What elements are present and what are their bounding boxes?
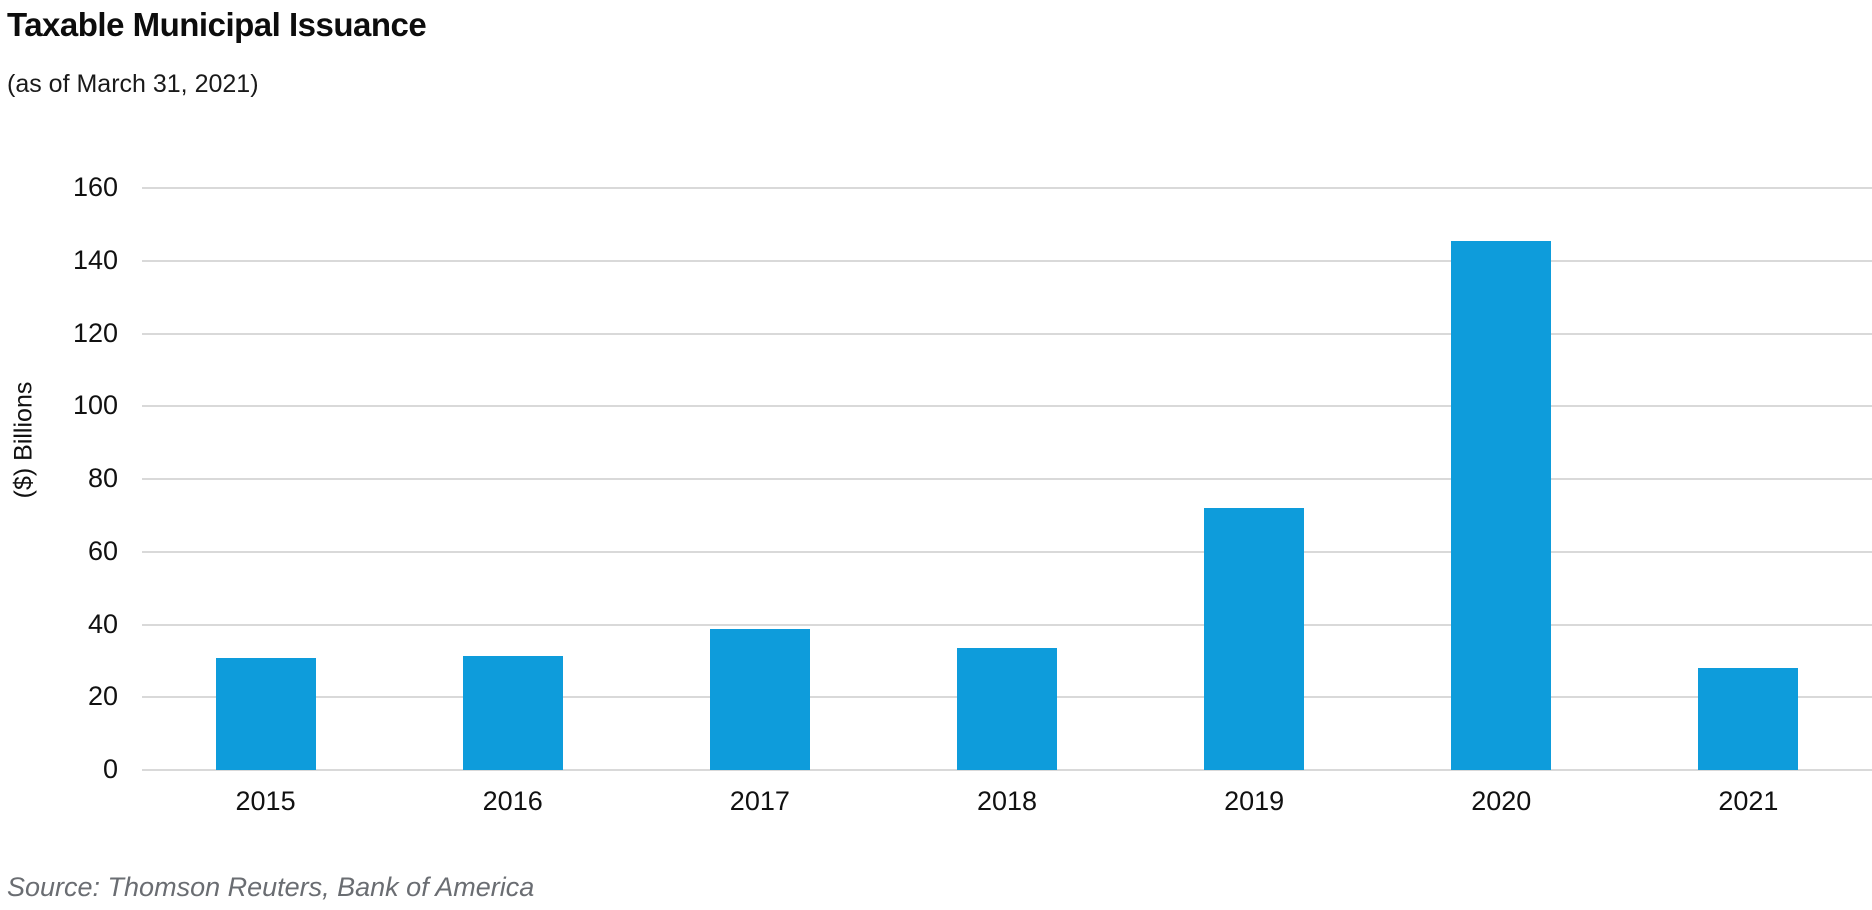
gridline-140 — [142, 259, 1872, 262]
chart-title: Taxable Municipal Issuance — [7, 6, 427, 43]
x-tick-label-2018: 2018 — [976, 786, 1038, 816]
gridline-60 — [142, 550, 1872, 553]
y-tick-label-160: 160 — [72, 172, 118, 202]
y-tick-label-140: 140 — [72, 244, 118, 275]
bar-2017 — [709, 628, 810, 770]
x-tick-label-2020: 2020 — [1471, 786, 1532, 816]
x-tick-label-2021: 2021 — [1718, 786, 1779, 816]
y-tick-label-20: 20 — [87, 681, 118, 712]
y-tick-label-120: 120 — [72, 317, 118, 348]
gridline-100 — [142, 405, 1872, 408]
bar-2015 — [215, 658, 316, 770]
x-tick-label-2019: 2019 — [1224, 786, 1285, 816]
gridline-80 — [142, 478, 1872, 480]
x-tick-label-2017: 2017 — [729, 786, 790, 816]
y-tick-label-80: 80 — [87, 463, 118, 493]
bar-2018 — [957, 648, 1057, 770]
x-tick-label-2016: 2016 — [482, 786, 543, 816]
y-tick-label-100: 100 — [72, 390, 118, 421]
chart-subtitle: (as of March 31, 2021) — [7, 70, 259, 98]
bar-2021 — [1698, 668, 1799, 770]
bar-2019 — [1204, 508, 1305, 770]
y-tick-label-40: 40 — [87, 608, 118, 639]
x-tick-label-2015: 2015 — [235, 786, 296, 816]
bar-2020 — [1451, 240, 1552, 770]
y-tick-label-60: 60 — [87, 535, 118, 566]
bar-2016 — [462, 655, 563, 770]
source-attribution: Source: Thomson Reuters, Bank of America — [7, 872, 535, 902]
gridline-40 — [142, 623, 1872, 626]
gridline-160 — [142, 187, 1872, 189]
gridline-120 — [142, 332, 1872, 335]
y-tick-label-0: 0 — [102, 754, 118, 784]
gridline-0 — [142, 769, 1872, 771]
